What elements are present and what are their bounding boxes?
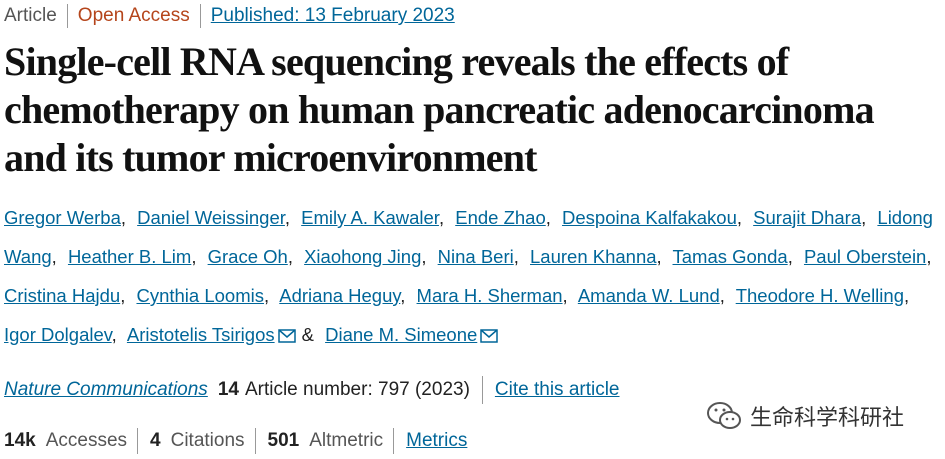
wechat-icon <box>707 402 741 429</box>
author-link[interactable]: Adriana Heguy <box>279 285 401 306</box>
author-separator: , <box>926 246 932 267</box>
citations-label: Citations <box>171 428 256 454</box>
author-separator: , <box>263 285 270 306</box>
article-type: Article <box>4 5 57 26</box>
author-separator: , <box>421 246 427 267</box>
author-joiner: & <box>301 324 314 345</box>
author-separator: , <box>51 246 57 267</box>
author-separator: , <box>513 246 519 267</box>
author-link[interactable]: Lauren Khanna <box>530 246 657 267</box>
accesses-count: 14k <box>4 430 36 451</box>
published-link[interactable]: Published: 13 February 2023 <box>210 5 455 26</box>
author-link[interactable]: Emily A. Kawaler <box>301 207 439 228</box>
author-link[interactable]: Ende Zhao <box>455 207 546 228</box>
author-separator: , <box>438 207 445 228</box>
article-number: Article number: 797 (2023) <box>245 376 483 404</box>
author-link[interactable]: Nina Beri <box>437 246 514 267</box>
email-icon[interactable] <box>277 329 296 343</box>
watermark: 生命科学科研社 <box>706 400 904 432</box>
author-separator: , <box>861 207 867 228</box>
metrics-link[interactable]: Metrics <box>406 430 468 451</box>
author-link[interactable]: Cristina Hajdu <box>4 285 121 306</box>
author-separator: , <box>120 207 127 228</box>
author-separator: , <box>719 285 725 306</box>
author-separator: , <box>656 246 662 267</box>
citation: Nature Communications 14 Article number: … <box>4 376 620 404</box>
author-list: Gregor Werba, Daniel Weissinger, Emily A… <box>4 198 942 354</box>
author-link[interactable]: Mara H. Sherman <box>416 285 563 306</box>
email-icon[interactable] <box>480 329 499 343</box>
cite-link[interactable]: Cite this article <box>494 379 620 400</box>
author-separator: , <box>111 324 117 345</box>
altmetric-label: Altmetric <box>309 428 395 454</box>
author-link[interactable]: Cynthia Loomis <box>136 285 264 306</box>
author-separator: , <box>904 285 910 306</box>
author-separator: , <box>191 246 197 267</box>
metrics-bar: 14k Accesses 4 Citations 501 Altmetric Metr… <box>4 428 467 454</box>
author-separator: , <box>736 207 743 228</box>
author-link[interactable]: Heather B. Lim <box>67 246 192 267</box>
author-separator: , <box>287 246 293 267</box>
author-separator: , <box>284 207 291 228</box>
author-link[interactable]: Igor Dolgalev <box>4 324 112 345</box>
author-link[interactable]: Gregor Werba <box>4 207 121 228</box>
author-link[interactable]: Grace Oh <box>207 246 288 267</box>
author-separator: , <box>545 207 551 228</box>
author-link[interactable]: Theodore H. Welling <box>735 285 904 306</box>
author-separator: , <box>787 246 793 267</box>
published-date[interactable]: Published: 13 February 2023 <box>199 4 465 28</box>
author-link[interactable]: Daniel Weissinger <box>137 207 285 228</box>
author-link[interactable]: Xiaohong Jing <box>304 246 422 267</box>
author-link[interactable]: Despoina Kalfakakou <box>562 207 737 228</box>
author-link[interactable]: Lidong Wang <box>4 207 933 267</box>
journal-link[interactable]: Nature Communications <box>4 379 208 400</box>
author-link[interactable]: Tamas Gonda <box>672 246 788 267</box>
author-separator: , <box>120 285 126 306</box>
article-title: Single-cell RNA sequencing reveals the e… <box>4 39 875 180</box>
article-meta: Article Open Access Published: 13 Februa… <box>4 4 465 28</box>
volume: 14 <box>217 379 239 400</box>
watermark-text: 生命科学科研社 <box>750 406 905 431</box>
accesses-label: Accesses <box>46 428 139 454</box>
author-link[interactable]: Surajit Dhara <box>753 207 862 228</box>
altmetric-count: 501 <box>267 430 300 451</box>
author-link[interactable]: Aristotelis Tsirigos <box>126 324 275 345</box>
author-separator: , <box>400 285 406 306</box>
author-link[interactable]: Diane M. Simeone <box>325 324 478 345</box>
author-link[interactable]: Amanda W. Lund <box>577 285 720 306</box>
citations-count: 4 <box>150 430 161 451</box>
author-link[interactable]: Paul Oberstein <box>803 246 927 267</box>
open-access-link[interactable]: Open Access <box>66 4 200 28</box>
author-separator: , <box>562 285 568 306</box>
